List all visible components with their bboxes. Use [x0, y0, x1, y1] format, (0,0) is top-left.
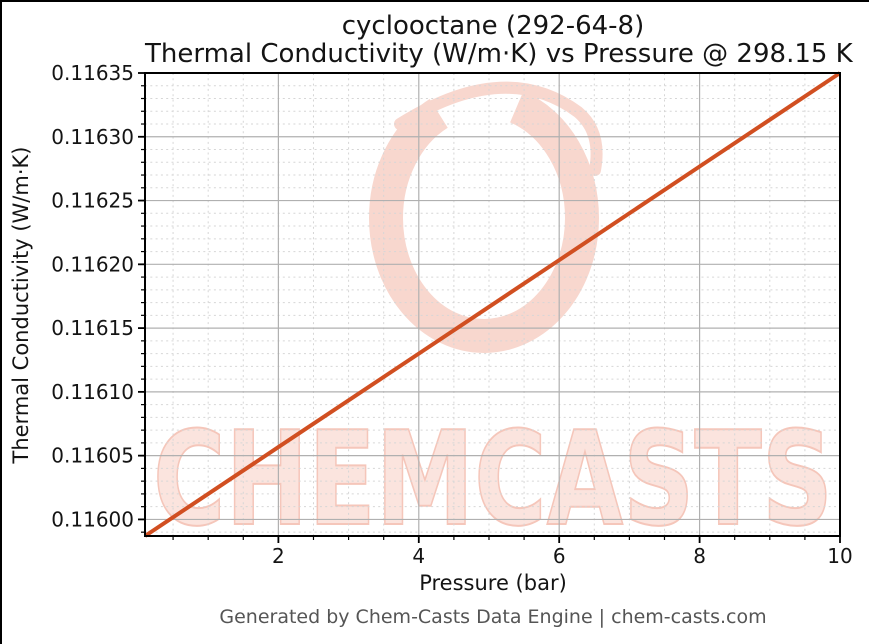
- y-tick-label: 0.11620: [51, 252, 134, 276]
- x-tick-label: 10: [827, 544, 852, 568]
- x-axis-label: Pressure (bar): [419, 571, 567, 595]
- x-tick-label: 2: [272, 544, 285, 568]
- x-tick-label: 6: [553, 544, 566, 568]
- y-tick-label: 0.11630: [51, 125, 134, 149]
- y-tick-label: 0.11605: [51, 444, 134, 468]
- data-line: [143, 71, 842, 538]
- watermark-text: CHEMCASTS: [153, 403, 833, 555]
- footer-text: Generated by Chem-Casts Data Engine | ch…: [219, 606, 767, 628]
- y-tick-label: 0.11635: [51, 61, 134, 85]
- screenshot-top-edge: [0, 0, 869, 2]
- watermark-logo-ring-icon: [369, 83, 599, 353]
- y-tick-label: 0.11600: [51, 507, 134, 531]
- watermark-logo-swoosh-icon: [394, 81, 603, 176]
- chart-title-line2: Thermal Conductivity (W/m·K) vs Pressure…: [145, 39, 853, 69]
- x-tick-label: 4: [412, 544, 425, 568]
- chart-title: cyclooctane (292-64-8) Thermal Conductiv…: [145, 11, 853, 69]
- x-tick-label: 8: [693, 544, 706, 568]
- chart-title-line1: cyclooctane (292-64-8): [341, 11, 645, 41]
- y-tick-label: 0.11610: [51, 380, 134, 404]
- y-tick-label: 0.11615: [51, 316, 134, 340]
- y-tick-label: 0.11625: [51, 189, 134, 213]
- plot-border: [144, 72, 841, 537]
- screenshot-left-edge: [0, 0, 2, 644]
